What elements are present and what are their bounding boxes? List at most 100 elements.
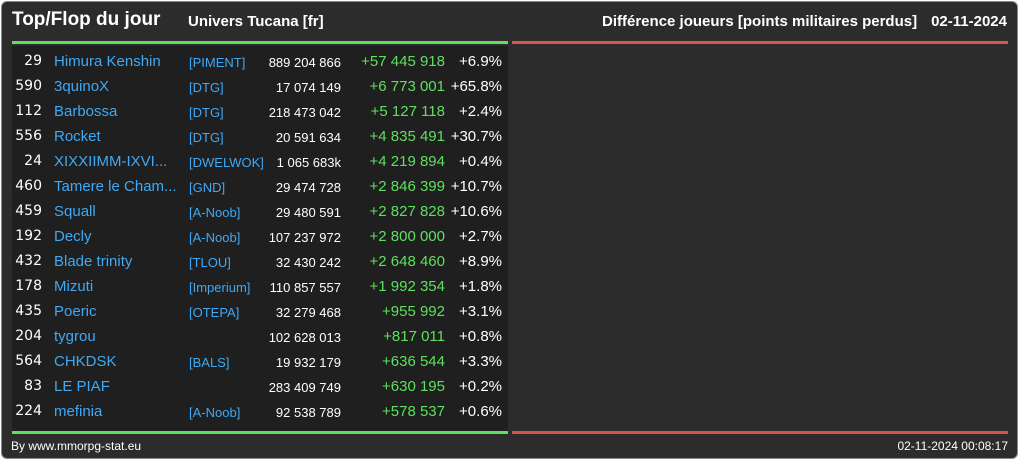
player-name-link[interactable]: tygrou bbox=[54, 328, 96, 345]
player-name-link[interactable]: Blade trinity bbox=[54, 253, 133, 270]
player-name-link[interactable]: 3quinoX bbox=[54, 78, 110, 95]
player-rank: 432 bbox=[15, 253, 42, 269]
table-row: 224 mefinia [A-Noob] 92 538 789 +578 537 +0.6… bbox=[12, 399, 508, 424]
player-points: 17 074 149 bbox=[275, 80, 341, 95]
alliance-tag-link[interactable]: [OTEPA] bbox=[189, 305, 240, 320]
player-points: 218 473 042 bbox=[268, 105, 341, 120]
player-points: 32 430 242 bbox=[275, 255, 341, 270]
player-points: 20 591 634 bbox=[275, 130, 341, 145]
alliance-tag-link[interactable]: [DTG] bbox=[189, 130, 224, 145]
percent-change: +3.3% bbox=[459, 353, 502, 370]
player-rank: 564 bbox=[15, 353, 42, 369]
player-name-link[interactable]: Squall bbox=[54, 203, 96, 220]
player-name-link[interactable]: Decly bbox=[54, 228, 92, 245]
points-difference: +5 127 118 bbox=[370, 103, 445, 120]
player-rank: 83 bbox=[24, 378, 42, 394]
player-name-link[interactable]: XIXXIIMM-IXVI... bbox=[54, 153, 168, 170]
player-rank: 112 bbox=[15, 103, 42, 119]
date-label: 02-11-2024 bbox=[931, 13, 1007, 30]
points-difference: +2 800 000 bbox=[369, 228, 446, 245]
table-row: 435 Poeric [OTEPA] 32 279 468 +955 992 +3.1% bbox=[12, 299, 508, 324]
player-name-link[interactable]: Rocket bbox=[54, 128, 101, 145]
player-points: 29 480 591 bbox=[275, 205, 341, 220]
percent-change: +1.8% bbox=[459, 278, 502, 295]
points-difference: +4 219 894 bbox=[369, 153, 446, 170]
alliance-tag-link[interactable]: [BALS] bbox=[189, 355, 230, 370]
percent-change: +6.9% bbox=[459, 53, 502, 70]
player-points: 889 204 866 bbox=[268, 55, 341, 70]
percent-change: +10.6% bbox=[450, 203, 502, 220]
points-difference: +630 195 bbox=[382, 378, 445, 395]
table-row: 590 3quinoX [DTG] 17 074 149 +6 773 001 +65.8… bbox=[12, 74, 508, 99]
percent-change: +0.8% bbox=[459, 328, 502, 345]
player-name-link[interactable]: Poeric bbox=[54, 303, 97, 320]
timestamp: 02-11-2024 00:08:17 bbox=[897, 439, 1008, 453]
table-row: 459 Squall [A-Noob] 29 480 591 +2 827 828 +10… bbox=[12, 199, 508, 224]
player-name-link[interactable]: Tamere le Cham... bbox=[54, 178, 177, 195]
alliance-tag-link[interactable]: [GND] bbox=[189, 180, 226, 195]
table-row: 460 Tamere le Cham... [GND] 29 474 728 +2 84… bbox=[12, 174, 508, 199]
player-rank: 224 bbox=[15, 403, 42, 419]
table-row: 112 Barbossa [DTG] 218 473 042 +5 127 118 +2.… bbox=[12, 99, 508, 124]
player-rank: 435 bbox=[15, 303, 42, 319]
points-difference: +2 648 460 bbox=[369, 253, 446, 270]
points-difference: +578 537 bbox=[382, 403, 445, 420]
player-points: 110 857 557 bbox=[269, 280, 341, 295]
player-rank: 590 bbox=[15, 78, 42, 94]
table-row: 24 XIXXIIMM-IXVI... [DWELWOK] 1 065 683k +4 … bbox=[12, 149, 508, 174]
player-rank: 29 bbox=[24, 53, 42, 69]
player-name-link[interactable]: Himura Kenshin bbox=[54, 53, 161, 70]
player-name-link[interactable]: Mizuti bbox=[54, 278, 94, 295]
player-points: 102 628 013 bbox=[268, 330, 341, 345]
player-name-link[interactable]: Barbossa bbox=[54, 103, 118, 120]
header-right: Différence joueurs [points militaires pe… bbox=[602, 13, 1007, 30]
alliance-tag-link[interactable]: [DTG] bbox=[189, 80, 224, 95]
player-points: 29 474 728 bbox=[275, 180, 341, 195]
player-rank: 556 bbox=[15, 128, 42, 144]
player-rank: 192 bbox=[15, 228, 42, 244]
player-name-link[interactable]: LE PIAF bbox=[54, 378, 110, 395]
player-points: 19 932 179 bbox=[275, 355, 341, 370]
table-row: 556 Rocket [DTG] 20 591 634 +4 835 491 +30.7% bbox=[12, 124, 508, 149]
percent-change: +0.4% bbox=[459, 153, 502, 170]
player-name-link[interactable]: mefinia bbox=[54, 403, 103, 420]
player-points: 32 279 468 bbox=[275, 305, 341, 320]
universe-label: Univers Tucana [fr] bbox=[188, 13, 324, 30]
alliance-tag-link[interactable]: [A-Noob] bbox=[189, 205, 241, 220]
top-divider-red bbox=[512, 41, 1008, 44]
points-difference: +817 011 bbox=[383, 328, 445, 345]
points-difference: +636 544 bbox=[382, 353, 445, 370]
alliance-tag-link[interactable]: [DWELWOK] bbox=[189, 155, 264, 170]
credit-link[interactable]: By www.mmorpg-stat.eu bbox=[11, 439, 142, 453]
points-difference: +57 445 918 bbox=[361, 53, 445, 70]
player-rank: 178 bbox=[15, 278, 42, 294]
points-difference: +4 835 491 bbox=[369, 128, 446, 145]
points-difference: +955 992 bbox=[382, 303, 445, 320]
player-rank: 460 bbox=[15, 178, 42, 194]
percent-change: +2.4% bbox=[459, 103, 502, 120]
bottom-divider-red bbox=[512, 431, 1008, 434]
alliance-tag-link[interactable]: [TLOU] bbox=[189, 255, 231, 270]
alliance-tag-link[interactable]: [Imperium] bbox=[189, 280, 251, 295]
percent-change: +65.8% bbox=[450, 78, 502, 95]
alliance-tag-link[interactable]: [A-Noob] bbox=[189, 230, 241, 245]
percent-change: +0.2% bbox=[459, 378, 502, 395]
percent-change: +3.1% bbox=[459, 303, 502, 320]
table-row: 178 Mizuti [Imperium] 110 857 557 +1 992 354… bbox=[12, 274, 508, 299]
player-rank: 459 bbox=[15, 203, 42, 219]
player-rank: 204 bbox=[15, 328, 42, 344]
table-row: 432 Blade trinity [TLOU] 32 430 242 +2 648 4… bbox=[12, 249, 508, 274]
percent-change: +2.7% bbox=[459, 228, 502, 245]
percent-change: +8.9% bbox=[459, 253, 502, 270]
alliance-tag-link[interactable]: [A-Noob] bbox=[189, 405, 241, 420]
metric-label: Différence joueurs [points militaires pe… bbox=[602, 13, 918, 30]
player-name-link[interactable]: CHKDSK bbox=[54, 353, 117, 370]
points-difference: +2 846 399 bbox=[369, 178, 446, 195]
top-divider-green bbox=[12, 41, 508, 44]
alliance-tag-link[interactable]: [PIMENT] bbox=[189, 55, 246, 70]
percent-change: +0.6% bbox=[459, 403, 502, 420]
player-points: 283 409 749 bbox=[268, 380, 341, 395]
alliance-tag-link[interactable]: [DTG] bbox=[189, 105, 224, 120]
points-difference: +2 827 828 bbox=[369, 203, 446, 220]
